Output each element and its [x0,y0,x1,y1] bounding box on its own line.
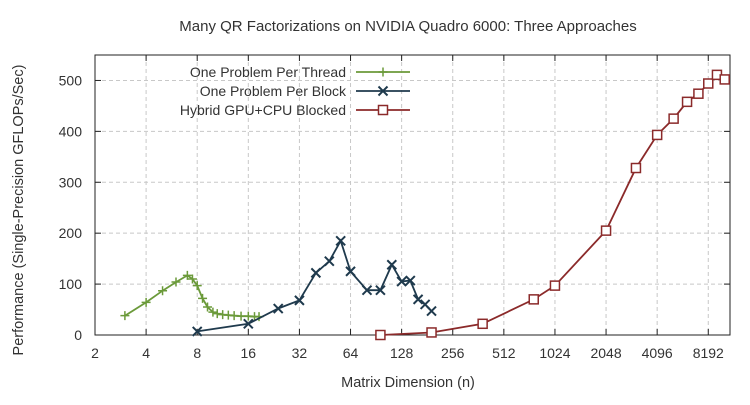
data-point [375,329,386,341]
series-one-problem-per-block [192,235,437,337]
data-point [375,284,386,296]
series-one-problem-per-thread [120,270,264,322]
data-point [668,113,679,124]
x-tick-label: 128 [390,345,414,361]
series-line [197,238,433,333]
legend-item: One Problem Per Thread [190,64,410,80]
data-point [192,326,203,337]
data-point [681,96,693,108]
x-tick-label: 4 [142,345,150,361]
data-point [703,78,714,89]
data-point [171,277,181,287]
data-point [549,280,561,291]
legend: One Problem Per Thread One Problem Per Bl… [180,64,410,118]
data-point [693,88,704,99]
x-tick-label: 64 [343,345,359,361]
y-tick-label: 300 [59,174,83,190]
legend-label: One Problem Per Thread [190,64,346,80]
data-point [426,327,437,338]
data-point [208,307,218,317]
data-point [120,311,130,321]
data-point [426,305,437,317]
data-point [361,284,373,296]
data-point [377,104,389,116]
x-tick-label: 2048 [590,345,621,361]
legend-label: Hybrid GPU+CPU Blocked [180,102,346,118]
grid-layer [95,55,730,335]
data-point [294,295,305,306]
data-point [378,67,388,77]
data-point [386,259,397,270]
y-tick-label: 200 [59,225,83,241]
data-point [203,302,213,312]
y-tick-label: 0 [74,327,82,343]
data-point [158,286,168,296]
data-point [243,318,254,330]
series-hybrid-gpu-cpu-blocked [375,69,730,341]
x-tick-label: 512 [492,345,516,361]
x-tick-label: 8192 [693,345,724,361]
data-point [600,225,612,236]
x-tick-label: 32 [292,345,308,361]
data-point [198,293,208,303]
data-point [310,267,322,279]
data-point [335,235,346,247]
data-point [324,255,335,267]
data-point [273,303,284,314]
data-point [405,275,416,286]
y-axis-title: Performance (Single-Precision GFLOPs/Sec… [11,65,27,356]
plot-frame [94,54,731,336]
x-tick-label: 8 [193,345,201,361]
data-point [377,85,389,97]
x-tick-label: 256 [441,345,465,361]
x-tick-label: 16 [241,345,257,361]
ticks-layer: 2 4 8 16 32 64 128 256 512 1024 2048 4096 8192 0 100 20… [59,55,730,361]
x-tick-label: 4096 [642,345,673,361]
y-tick-label: 500 [59,72,83,88]
data-point [477,318,488,330]
y-tick-label: 400 [59,123,83,139]
data-point [719,74,730,85]
data-point [651,129,663,141]
chart-title: Many QR Factorizations on NVIDIA Quadro … [179,18,636,35]
data-point [396,276,407,287]
series-layer [120,69,730,341]
y-tick-label: 100 [59,276,83,292]
data-point [412,294,424,305]
data-point [212,309,222,319]
x-tick-label: 2 [91,345,99,361]
data-point [192,281,202,291]
legend-item: Hybrid GPU+CPU Blocked [180,102,410,118]
data-point [630,162,642,174]
data-point [182,270,192,280]
data-point [187,274,197,284]
legend-label: One Problem Per Block [200,83,347,99]
data-point [528,294,539,305]
x-axis-title: Matrix Dimension (n) [341,375,475,391]
data-point [345,266,356,277]
legend-item: One Problem Per Block [200,83,410,99]
data-point [141,297,151,307]
x-tick-label: 1024 [539,345,570,361]
